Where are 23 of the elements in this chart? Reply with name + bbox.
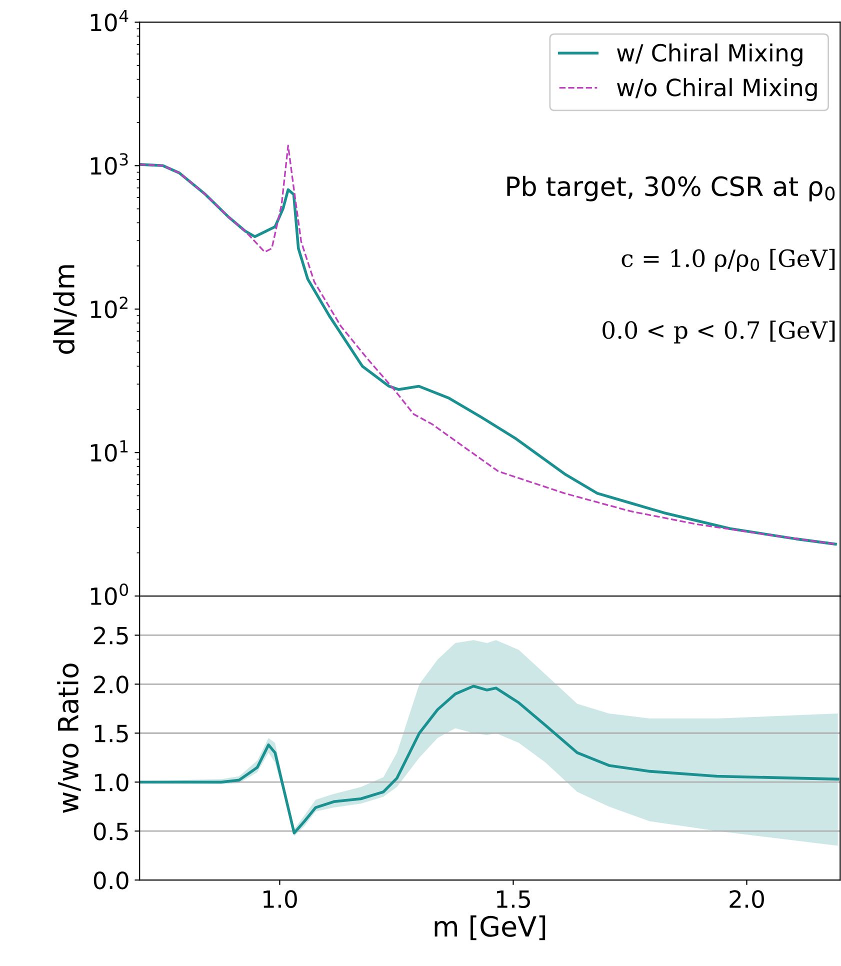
legend-label: w/ Chiral Mixing [617,43,802,66]
x-tick-label: 1.0 [264,890,297,908]
legend-label: w/o Chiral Mixing [617,78,817,101]
y-tick-label: 1.5 [94,724,128,742]
annotation: Pb target, 30% CSR at ρ$_{0}$ [507,176,835,202]
y-axis-title: dN/dm [53,265,77,354]
line-series [140,684,840,834]
y-tick-label: 10$^{1}$ [90,440,128,462]
y-tick-label: 2.0 [94,676,128,694]
y-tick-label: 10$^{2}$ [90,296,128,318]
y-tick-label: 10$^{3}$ [90,153,128,175]
y-tick-label: 0.0 [94,871,128,890]
x-tick-label: 1.5 [497,890,530,908]
annotation: c = 1.0 ρ/ρ$_{0}$ [GeV] [622,248,835,272]
x-tick-label: 2.0 [730,890,764,908]
annotation: 0.0 < p < 0.7 [GeV] [602,320,835,344]
y-axis-title: w/wo Ratio [57,664,81,813]
x-axis-title: m [GeV] [434,915,546,940]
y-tick-label: 2.5 [94,626,128,644]
y-tick-label: 0.5 [94,822,128,840]
y-tick-label: 10$^{4}$ [90,10,128,32]
y-tick-label: 10$^{0}$ [90,584,128,606]
y-tick-label: 1.0 [94,774,128,792]
